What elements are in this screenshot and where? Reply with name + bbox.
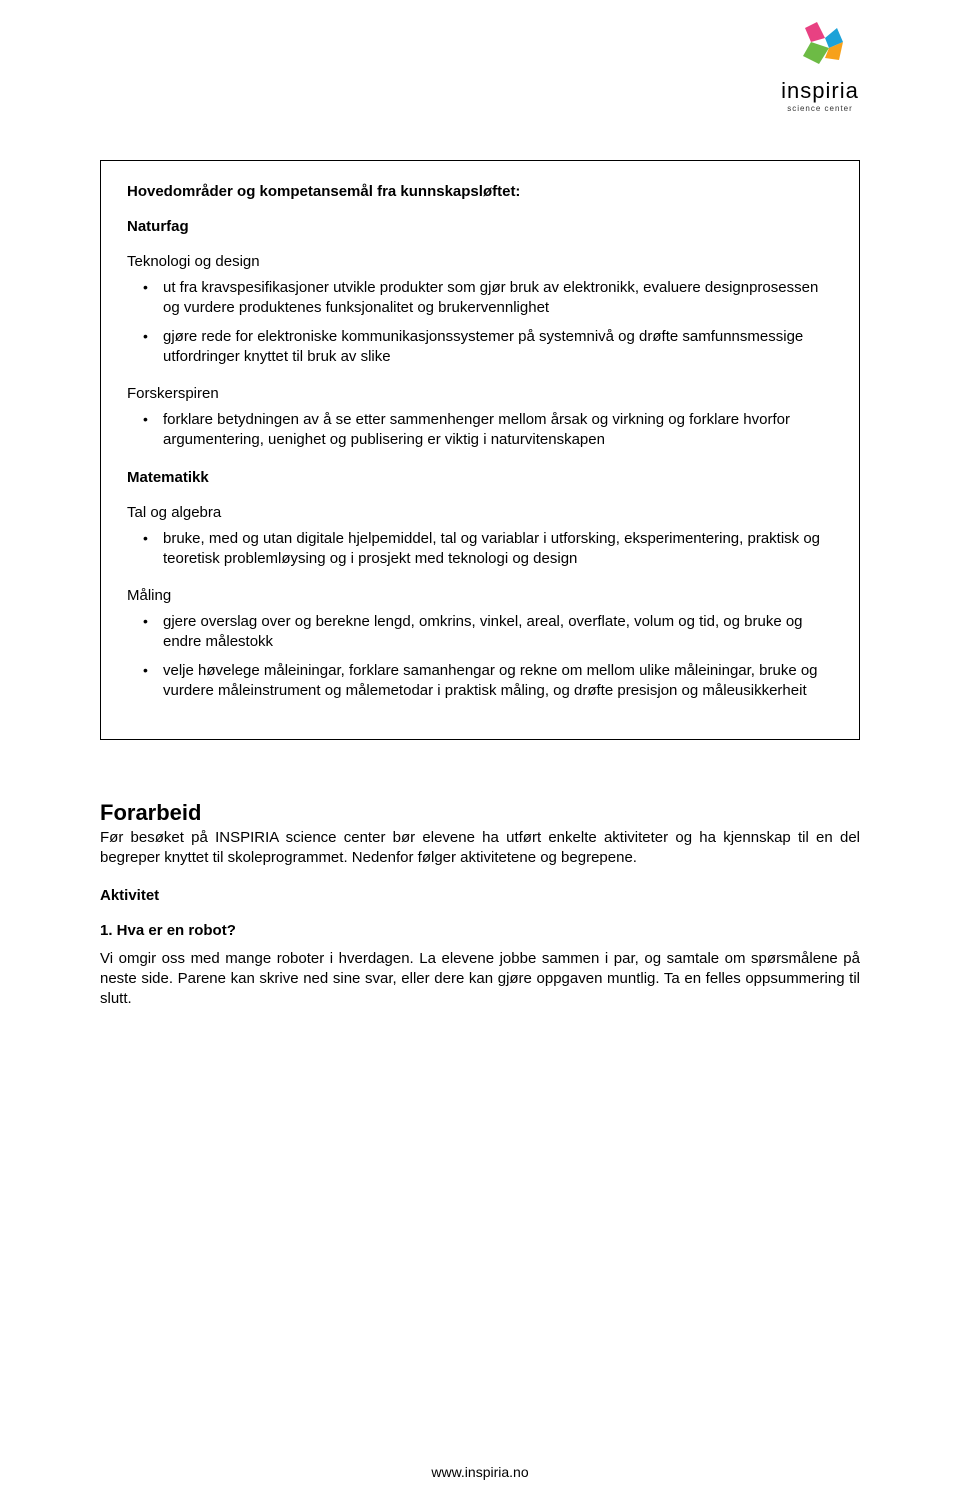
q1-heading: 1. Hva er en robot? xyxy=(100,922,860,939)
bullets-maling: gjere overslag over og berekne lengd, om… xyxy=(127,612,833,701)
logo: inspiria science center xyxy=(750,20,890,113)
forarbeid-intro: Før besøket på INSPIRIA science center b… xyxy=(100,828,860,869)
section-maling: Måling xyxy=(127,587,833,604)
bullets-teknologi: ut fra kravspesifikasjoner utvikle produ… xyxy=(127,278,833,367)
box-title: Hovedområder og kompetansemål fra kunnsk… xyxy=(127,183,833,200)
list-item: gjere overslag over og berekne lengd, om… xyxy=(163,612,833,653)
forarbeid-heading: Forarbeid xyxy=(100,800,860,826)
logo-brand: inspiria xyxy=(750,78,890,104)
section-teknologi: Teknologi og design xyxy=(127,253,833,270)
subject-matematikk: Matematikk xyxy=(127,469,833,486)
logo-mark-icon xyxy=(785,20,855,76)
section-forskerspiren: Forskerspiren xyxy=(127,385,833,402)
competence-box: Hovedområder og kompetansemål fra kunnsk… xyxy=(100,160,860,740)
list-item: bruke, med og utan digitale hjelpemiddel… xyxy=(163,529,833,570)
list-item: velje høvelege måleiningar, forklare sam… xyxy=(163,661,833,702)
q1-body: Vi omgir oss med mange roboter i hverdag… xyxy=(100,949,860,1010)
list-item: gjøre rede for elektroniske kommunikasjo… xyxy=(163,327,833,368)
list-item: forklare betydningen av å se etter samme… xyxy=(163,410,833,451)
forarbeid-section: Forarbeid Før besøket på INSPIRIA scienc… xyxy=(100,800,860,1009)
bullets-tal-algebra: bruke, med og utan digitale hjelpemiddel… xyxy=(127,529,833,570)
subject-naturfag: Naturfag xyxy=(127,218,833,235)
footer-url: www.inspiria.no xyxy=(0,1464,960,1480)
bullets-forskerspiren: forklare betydningen av å se etter samme… xyxy=(127,410,833,451)
section-tal-algebra: Tal og algebra xyxy=(127,504,833,521)
aktivitet-label: Aktivitet xyxy=(100,887,860,904)
list-item: ut fra kravspesifikasjoner utvikle produ… xyxy=(163,278,833,319)
logo-sub: science center xyxy=(750,104,890,113)
